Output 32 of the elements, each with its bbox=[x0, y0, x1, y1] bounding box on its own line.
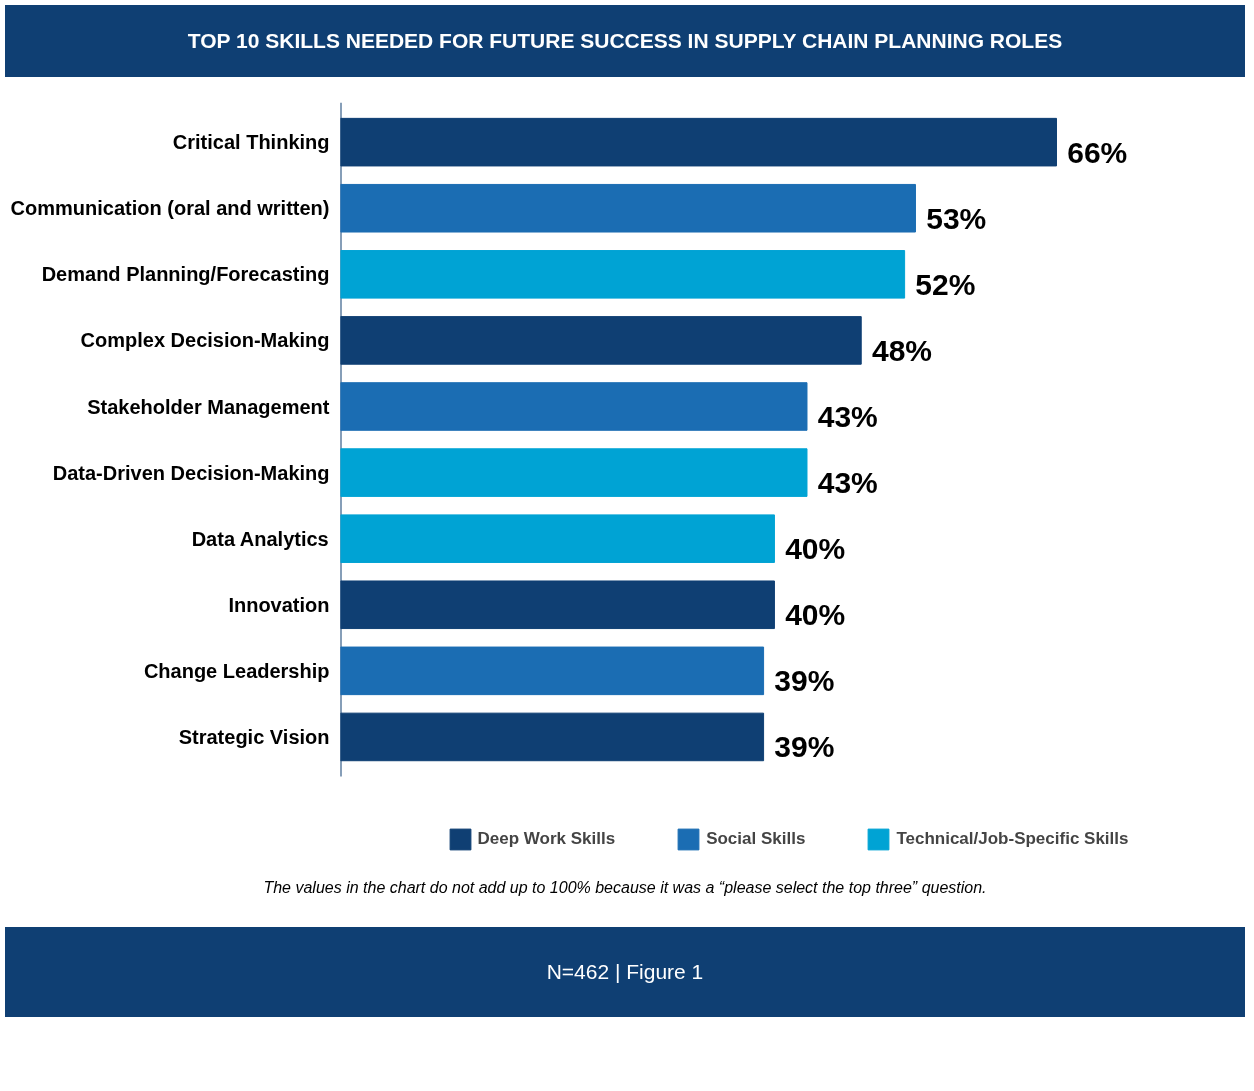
bar bbox=[340, 448, 808, 497]
y-tick-label: Demand Planning/Forecasting bbox=[41, 263, 330, 286]
y-tick-label: Stakeholder Management bbox=[87, 395, 330, 418]
y-tick-label: Data Analytics bbox=[191, 527, 329, 550]
text: The values in the chart do not add up to 100% because it was a “please select the top three” question. bbox=[263, 878, 987, 898]
y-tick-label: Strategic Vision bbox=[178, 725, 330, 748]
y-tick-label: Communication (oral and written) bbox=[10, 197, 330, 220]
bar bbox=[340, 250, 906, 299]
bar bbox=[340, 514, 775, 563]
data-label: 43% bbox=[817, 399, 878, 433]
y-tick-label: Critical Thinking bbox=[172, 131, 330, 154]
data-label: 39% bbox=[774, 664, 835, 698]
bar bbox=[340, 183, 916, 233]
data-label: 66% bbox=[1067, 135, 1128, 169]
data-label: 53% bbox=[926, 201, 987, 235]
data-label: 40% bbox=[785, 598, 846, 632]
data-label: 39% bbox=[774, 730, 835, 764]
y-tick-label: Innovation bbox=[228, 593, 330, 616]
bar bbox=[340, 646, 765, 696]
data-label: 52% bbox=[915, 267, 976, 301]
chart-title: TOP 10 SKILLS NEEDED FOR FUTURE SUCCESS IN SUPPLY CHAIN PLANNING ROLES bbox=[187, 28, 1063, 54]
y-tick-label: Change Leadership bbox=[143, 659, 330, 682]
y-tick-label: Data-Driven Decision-Making bbox=[52, 461, 330, 484]
bar bbox=[340, 382, 808, 431]
text: N=462 | Figure 1 bbox=[546, 959, 704, 985]
legend-label: Deep Work Skills bbox=[477, 829, 616, 849]
legend-label: Social Skills bbox=[706, 829, 806, 849]
legend-label: Technical/Job-Specific Skills bbox=[896, 829, 1129, 849]
data-label: 48% bbox=[871, 333, 933, 367]
y-tick-label: Complex Decision-Making bbox=[80, 329, 330, 352]
data-label: 43% bbox=[817, 466, 878, 499]
data-label: 40% bbox=[785, 532, 846, 566]
